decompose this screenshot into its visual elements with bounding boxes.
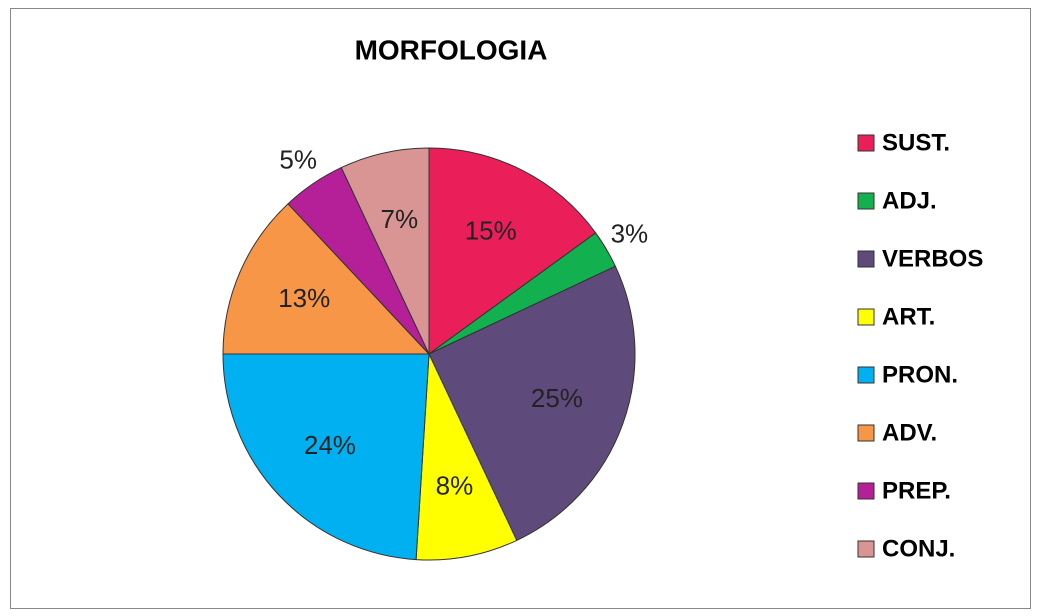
- chart-title: MORFOLOGIA: [355, 34, 548, 65]
- pie-slice: [222, 353, 430, 561]
- legend-swatch: [857, 424, 875, 442]
- data-label: 8%: [436, 470, 474, 500]
- legend-swatch: [857, 250, 875, 268]
- pie-slice: [222, 203, 431, 355]
- data-label: 15%: [465, 216, 517, 246]
- legend-label: PREP.: [882, 477, 951, 504]
- legend-swatch: [857, 134, 875, 152]
- data-label: 24%: [304, 430, 356, 460]
- legend-label: VERBOS: [882, 245, 983, 272]
- legend-label: ADV.: [882, 419, 937, 446]
- data-label: 13%: [278, 283, 330, 313]
- legend-swatch: [857, 540, 875, 558]
- data-label: 25%: [531, 383, 583, 413]
- pie-slice: [428, 265, 636, 542]
- data-label: 3%: [611, 218, 649, 248]
- legend-swatch: [857, 308, 875, 326]
- legend-label: SUST.: [882, 129, 950, 156]
- legend-label: CONJ.: [882, 535, 955, 562]
- data-label: 7%: [381, 204, 419, 234]
- legend-label: ADJ.: [882, 187, 937, 214]
- legend-swatch: [857, 366, 875, 384]
- legend-label: ART.: [882, 303, 935, 330]
- legend-label: PRON.: [882, 361, 958, 388]
- legend-swatch: [857, 482, 875, 500]
- pie-slice: [415, 353, 518, 561]
- pie-slice: [340, 147, 430, 355]
- data-label: 5%: [279, 144, 317, 174]
- pie-slice: [428, 147, 597, 355]
- legend-swatch: [857, 192, 875, 210]
